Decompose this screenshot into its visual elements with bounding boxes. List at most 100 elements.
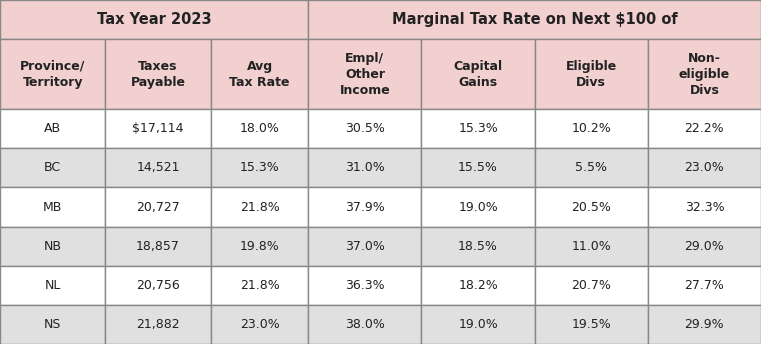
Bar [105, 227, 211, 266]
Text: 10.2%: 10.2% [572, 122, 611, 135]
Bar [422, 148, 535, 187]
Bar [308, 187, 422, 227]
Text: 19.5%: 19.5% [572, 318, 611, 331]
Bar [211, 305, 308, 344]
Text: AB: AB [44, 122, 61, 135]
Bar [0, 266, 105, 305]
Text: 20.7%: 20.7% [572, 279, 611, 292]
Text: 20.5%: 20.5% [572, 201, 611, 214]
Bar [308, 39, 422, 109]
Text: 37.9%: 37.9% [345, 201, 385, 214]
Bar [211, 266, 308, 305]
Bar [105, 39, 211, 109]
Bar [535, 266, 648, 305]
Bar [105, 266, 211, 305]
Bar [648, 305, 761, 344]
Bar [0, 148, 105, 187]
Bar [0, 227, 105, 266]
Bar [422, 305, 535, 344]
Bar [0, 0, 308, 39]
Text: 18,857: 18,857 [136, 240, 180, 252]
Bar [211, 148, 308, 187]
Text: 15.3%: 15.3% [458, 122, 498, 135]
Text: NB: NB [43, 240, 62, 252]
Bar [0, 109, 105, 148]
Text: $17,114: $17,114 [132, 122, 184, 135]
Text: Empl/
Other
Income: Empl/ Other Income [339, 52, 390, 97]
Text: Eligible
Divs: Eligible Divs [565, 60, 617, 89]
Text: 29.9%: 29.9% [685, 318, 724, 331]
Bar [211, 227, 308, 266]
Bar [105, 187, 211, 227]
Bar [535, 109, 648, 148]
Text: NS: NS [44, 318, 62, 331]
Bar [648, 109, 761, 148]
Bar [535, 148, 648, 187]
Text: Non-
eligible
Divs: Non- eligible Divs [679, 52, 730, 97]
Bar [211, 39, 308, 109]
Text: 18.0%: 18.0% [240, 122, 279, 135]
Text: MB: MB [43, 201, 62, 214]
Text: 15.3%: 15.3% [240, 161, 279, 174]
Bar [308, 266, 422, 305]
Text: Taxes
Payable: Taxes Payable [131, 60, 186, 89]
Bar [535, 39, 648, 109]
Bar [648, 148, 761, 187]
Bar [535, 227, 648, 266]
Bar [535, 187, 648, 227]
Bar [0, 39, 105, 109]
Text: Capital
Gains: Capital Gains [454, 60, 502, 89]
Bar [105, 148, 211, 187]
Text: 18.5%: 18.5% [458, 240, 498, 252]
Text: 5.5%: 5.5% [575, 161, 607, 174]
Bar [211, 187, 308, 227]
Bar [422, 227, 535, 266]
Text: NL: NL [44, 279, 61, 292]
Text: 20,727: 20,727 [136, 201, 180, 214]
Text: 22.2%: 22.2% [685, 122, 724, 135]
Text: 23.0%: 23.0% [240, 318, 279, 331]
Text: 23.0%: 23.0% [685, 161, 724, 174]
Bar [422, 187, 535, 227]
Text: Tax Year 2023: Tax Year 2023 [97, 12, 212, 27]
Bar [308, 148, 422, 187]
Text: 31.0%: 31.0% [345, 161, 385, 174]
Bar [308, 109, 422, 148]
Text: 18.2%: 18.2% [458, 279, 498, 292]
Text: 14,521: 14,521 [136, 161, 180, 174]
Bar [308, 305, 422, 344]
Text: 30.5%: 30.5% [345, 122, 385, 135]
Text: 15.5%: 15.5% [458, 161, 498, 174]
Bar [422, 39, 535, 109]
Text: Province/
Territory: Province/ Territory [20, 60, 85, 89]
Bar [0, 305, 105, 344]
Text: 36.3%: 36.3% [345, 279, 385, 292]
Text: 19.8%: 19.8% [240, 240, 279, 252]
Bar [211, 109, 308, 148]
Text: 29.0%: 29.0% [685, 240, 724, 252]
Bar [422, 266, 535, 305]
Text: 21,882: 21,882 [136, 318, 180, 331]
Bar [308, 0, 761, 39]
Bar [648, 227, 761, 266]
Bar [308, 227, 422, 266]
Bar [105, 305, 211, 344]
Text: 21.8%: 21.8% [240, 201, 279, 214]
Text: 21.8%: 21.8% [240, 279, 279, 292]
Text: 38.0%: 38.0% [345, 318, 385, 331]
Text: 27.7%: 27.7% [684, 279, 724, 292]
Bar [0, 187, 105, 227]
Bar [648, 266, 761, 305]
Text: 19.0%: 19.0% [458, 201, 498, 214]
Text: Avg
Tax Rate: Avg Tax Rate [229, 60, 290, 89]
Text: 32.3%: 32.3% [685, 201, 724, 214]
Bar [535, 305, 648, 344]
Bar [648, 187, 761, 227]
Text: Marginal Tax Rate on Next $100 of: Marginal Tax Rate on Next $100 of [392, 12, 677, 27]
Bar [422, 109, 535, 148]
Bar [648, 39, 761, 109]
Text: 11.0%: 11.0% [572, 240, 611, 252]
Text: 37.0%: 37.0% [345, 240, 385, 252]
Bar [105, 109, 211, 148]
Text: 19.0%: 19.0% [458, 318, 498, 331]
